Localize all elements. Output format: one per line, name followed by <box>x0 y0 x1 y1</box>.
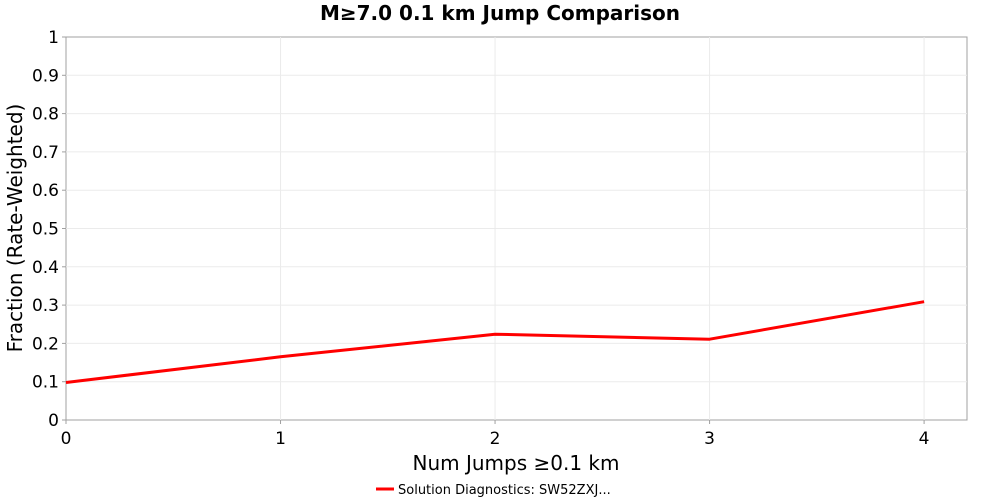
legend: Solution Diagnostics: SW52ZXJ... <box>376 483 611 498</box>
y-tick-label: 0 <box>48 411 59 431</box>
x-tick-label: 0 <box>61 429 72 449</box>
y-tick-label: 0.5 <box>32 220 59 240</box>
y-tick-label: 0.4 <box>32 258 59 278</box>
x-tick-label: 2 <box>490 429 501 449</box>
y-tick-label: 0.6 <box>32 181 59 201</box>
x-tick-label: 4 <box>919 429 930 449</box>
y-axis-ticks: 0 0.1 0.2 0.3 0.4 0.5 0.6 0.7 0.8 0.9 1 <box>32 28 66 431</box>
y-tick-label: 0.8 <box>32 105 59 125</box>
x-axis-ticks: 0 1 2 3 4 <box>61 420 930 449</box>
x-tick-label: 1 <box>275 429 286 449</box>
y-axis-title: Fraction (Rate-Weighted) <box>3 104 27 353</box>
series-line <box>65 300 925 384</box>
x-axis-title: Num Jumps ≥0.1 km <box>413 451 620 475</box>
y-tick-label: 0.1 <box>32 373 59 393</box>
x-tick-label: 3 <box>704 429 715 449</box>
legend-label: Solution Diagnostics: SW52ZXJ... <box>398 483 611 498</box>
y-tick-label: 0.3 <box>32 296 59 316</box>
y-tick-label: 0.7 <box>32 143 59 163</box>
y-tick-label: 1 <box>48 28 59 48</box>
chart-title: M≥7.0 0.1 km Jump Comparison <box>320 1 680 25</box>
y-tick-label: 0.9 <box>32 66 59 86</box>
grid-lines <box>66 37 967 420</box>
y-tick-label: 0.2 <box>32 334 59 354</box>
series-layer <box>65 300 925 384</box>
